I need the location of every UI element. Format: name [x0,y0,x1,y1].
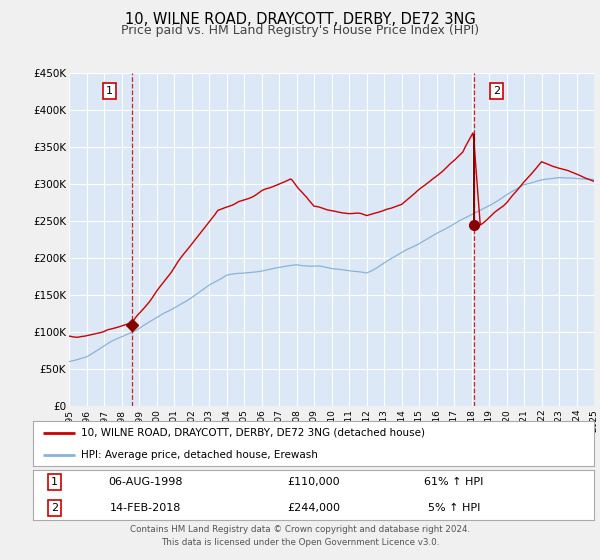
Text: 10, WILNE ROAD, DRAYCOTT, DERBY, DE72 3NG: 10, WILNE ROAD, DRAYCOTT, DERBY, DE72 3N… [125,12,475,27]
Text: £244,000: £244,000 [287,503,340,513]
Text: Price paid vs. HM Land Registry's House Price Index (HPI): Price paid vs. HM Land Registry's House … [121,24,479,36]
Text: 2: 2 [493,86,500,96]
Text: 5% ↑ HPI: 5% ↑ HPI [428,503,480,513]
Text: 1: 1 [51,477,58,487]
Text: £110,000: £110,000 [287,477,340,487]
Text: 10, WILNE ROAD, DRAYCOTT, DERBY, DE72 3NG (detached house): 10, WILNE ROAD, DRAYCOTT, DERBY, DE72 3N… [80,428,425,438]
Text: 1: 1 [106,86,113,96]
Text: 61% ↑ HPI: 61% ↑ HPI [424,477,484,487]
Text: HPI: Average price, detached house, Erewash: HPI: Average price, detached house, Erew… [80,450,317,460]
Text: Contains HM Land Registry data © Crown copyright and database right 2024.
This d: Contains HM Land Registry data © Crown c… [130,525,470,547]
Text: 06-AUG-1998: 06-AUG-1998 [108,477,182,487]
Text: 14-FEB-2018: 14-FEB-2018 [110,503,181,513]
Text: 2: 2 [51,503,58,513]
